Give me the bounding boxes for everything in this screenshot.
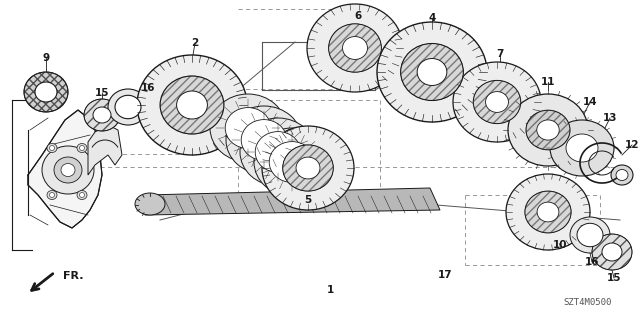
Ellipse shape bbox=[49, 192, 54, 197]
Ellipse shape bbox=[177, 91, 207, 119]
Ellipse shape bbox=[550, 120, 614, 176]
Ellipse shape bbox=[453, 62, 541, 142]
Ellipse shape bbox=[537, 120, 559, 140]
Text: 9: 9 bbox=[42, 53, 49, 63]
Ellipse shape bbox=[135, 193, 165, 215]
Ellipse shape bbox=[54, 157, 82, 183]
Text: SZT4M0500: SZT4M0500 bbox=[564, 298, 612, 307]
Ellipse shape bbox=[486, 92, 508, 112]
Ellipse shape bbox=[283, 145, 333, 191]
Ellipse shape bbox=[47, 190, 57, 199]
Ellipse shape bbox=[508, 94, 588, 166]
Ellipse shape bbox=[84, 99, 120, 131]
Ellipse shape bbox=[537, 202, 559, 222]
Ellipse shape bbox=[342, 37, 367, 59]
Text: 17: 17 bbox=[438, 270, 452, 280]
Ellipse shape bbox=[473, 80, 521, 123]
Polygon shape bbox=[28, 110, 102, 228]
Ellipse shape bbox=[602, 243, 622, 261]
Ellipse shape bbox=[210, 94, 286, 162]
Text: 6: 6 bbox=[355, 11, 362, 21]
Text: 16: 16 bbox=[585, 257, 599, 267]
Ellipse shape bbox=[377, 22, 487, 122]
Ellipse shape bbox=[592, 234, 632, 270]
Text: 15: 15 bbox=[95, 88, 109, 98]
Ellipse shape bbox=[506, 174, 590, 250]
Ellipse shape bbox=[79, 145, 84, 151]
Ellipse shape bbox=[611, 165, 633, 185]
Ellipse shape bbox=[255, 132, 301, 172]
Ellipse shape bbox=[296, 157, 320, 179]
Text: 5: 5 bbox=[305, 195, 312, 205]
Ellipse shape bbox=[79, 192, 84, 197]
Text: 14: 14 bbox=[582, 97, 597, 107]
Ellipse shape bbox=[137, 55, 247, 155]
Ellipse shape bbox=[401, 43, 463, 100]
Text: 4: 4 bbox=[428, 13, 436, 23]
Ellipse shape bbox=[61, 164, 75, 176]
Text: 11: 11 bbox=[541, 77, 556, 87]
Ellipse shape bbox=[47, 144, 57, 152]
Text: 16: 16 bbox=[141, 83, 156, 93]
Ellipse shape bbox=[525, 191, 571, 233]
Ellipse shape bbox=[115, 95, 141, 119]
Ellipse shape bbox=[262, 126, 354, 210]
Ellipse shape bbox=[269, 142, 315, 182]
Ellipse shape bbox=[226, 106, 302, 174]
Text: FR.: FR. bbox=[63, 271, 83, 281]
Ellipse shape bbox=[577, 223, 603, 247]
Ellipse shape bbox=[35, 82, 57, 102]
Text: 13: 13 bbox=[603, 113, 617, 123]
Text: 1: 1 bbox=[326, 285, 333, 295]
Text: 15: 15 bbox=[607, 273, 621, 283]
Ellipse shape bbox=[254, 128, 330, 196]
Ellipse shape bbox=[328, 24, 381, 72]
Polygon shape bbox=[145, 188, 440, 215]
Ellipse shape bbox=[108, 89, 148, 125]
Ellipse shape bbox=[526, 110, 570, 150]
Ellipse shape bbox=[93, 107, 111, 123]
Ellipse shape bbox=[417, 58, 447, 85]
Ellipse shape bbox=[160, 76, 224, 134]
Ellipse shape bbox=[570, 217, 610, 253]
Text: 2: 2 bbox=[191, 38, 198, 48]
Ellipse shape bbox=[49, 145, 54, 151]
Ellipse shape bbox=[77, 190, 87, 199]
Ellipse shape bbox=[566, 134, 598, 162]
Ellipse shape bbox=[24, 72, 68, 112]
Text: 10: 10 bbox=[553, 240, 567, 250]
Ellipse shape bbox=[307, 4, 403, 92]
Polygon shape bbox=[88, 125, 122, 175]
Ellipse shape bbox=[77, 144, 87, 152]
Text: 7: 7 bbox=[496, 49, 504, 59]
Ellipse shape bbox=[240, 118, 316, 186]
Ellipse shape bbox=[241, 120, 287, 160]
Ellipse shape bbox=[42, 146, 94, 194]
Ellipse shape bbox=[616, 169, 628, 181]
Text: 12: 12 bbox=[625, 140, 639, 150]
Ellipse shape bbox=[225, 108, 271, 148]
